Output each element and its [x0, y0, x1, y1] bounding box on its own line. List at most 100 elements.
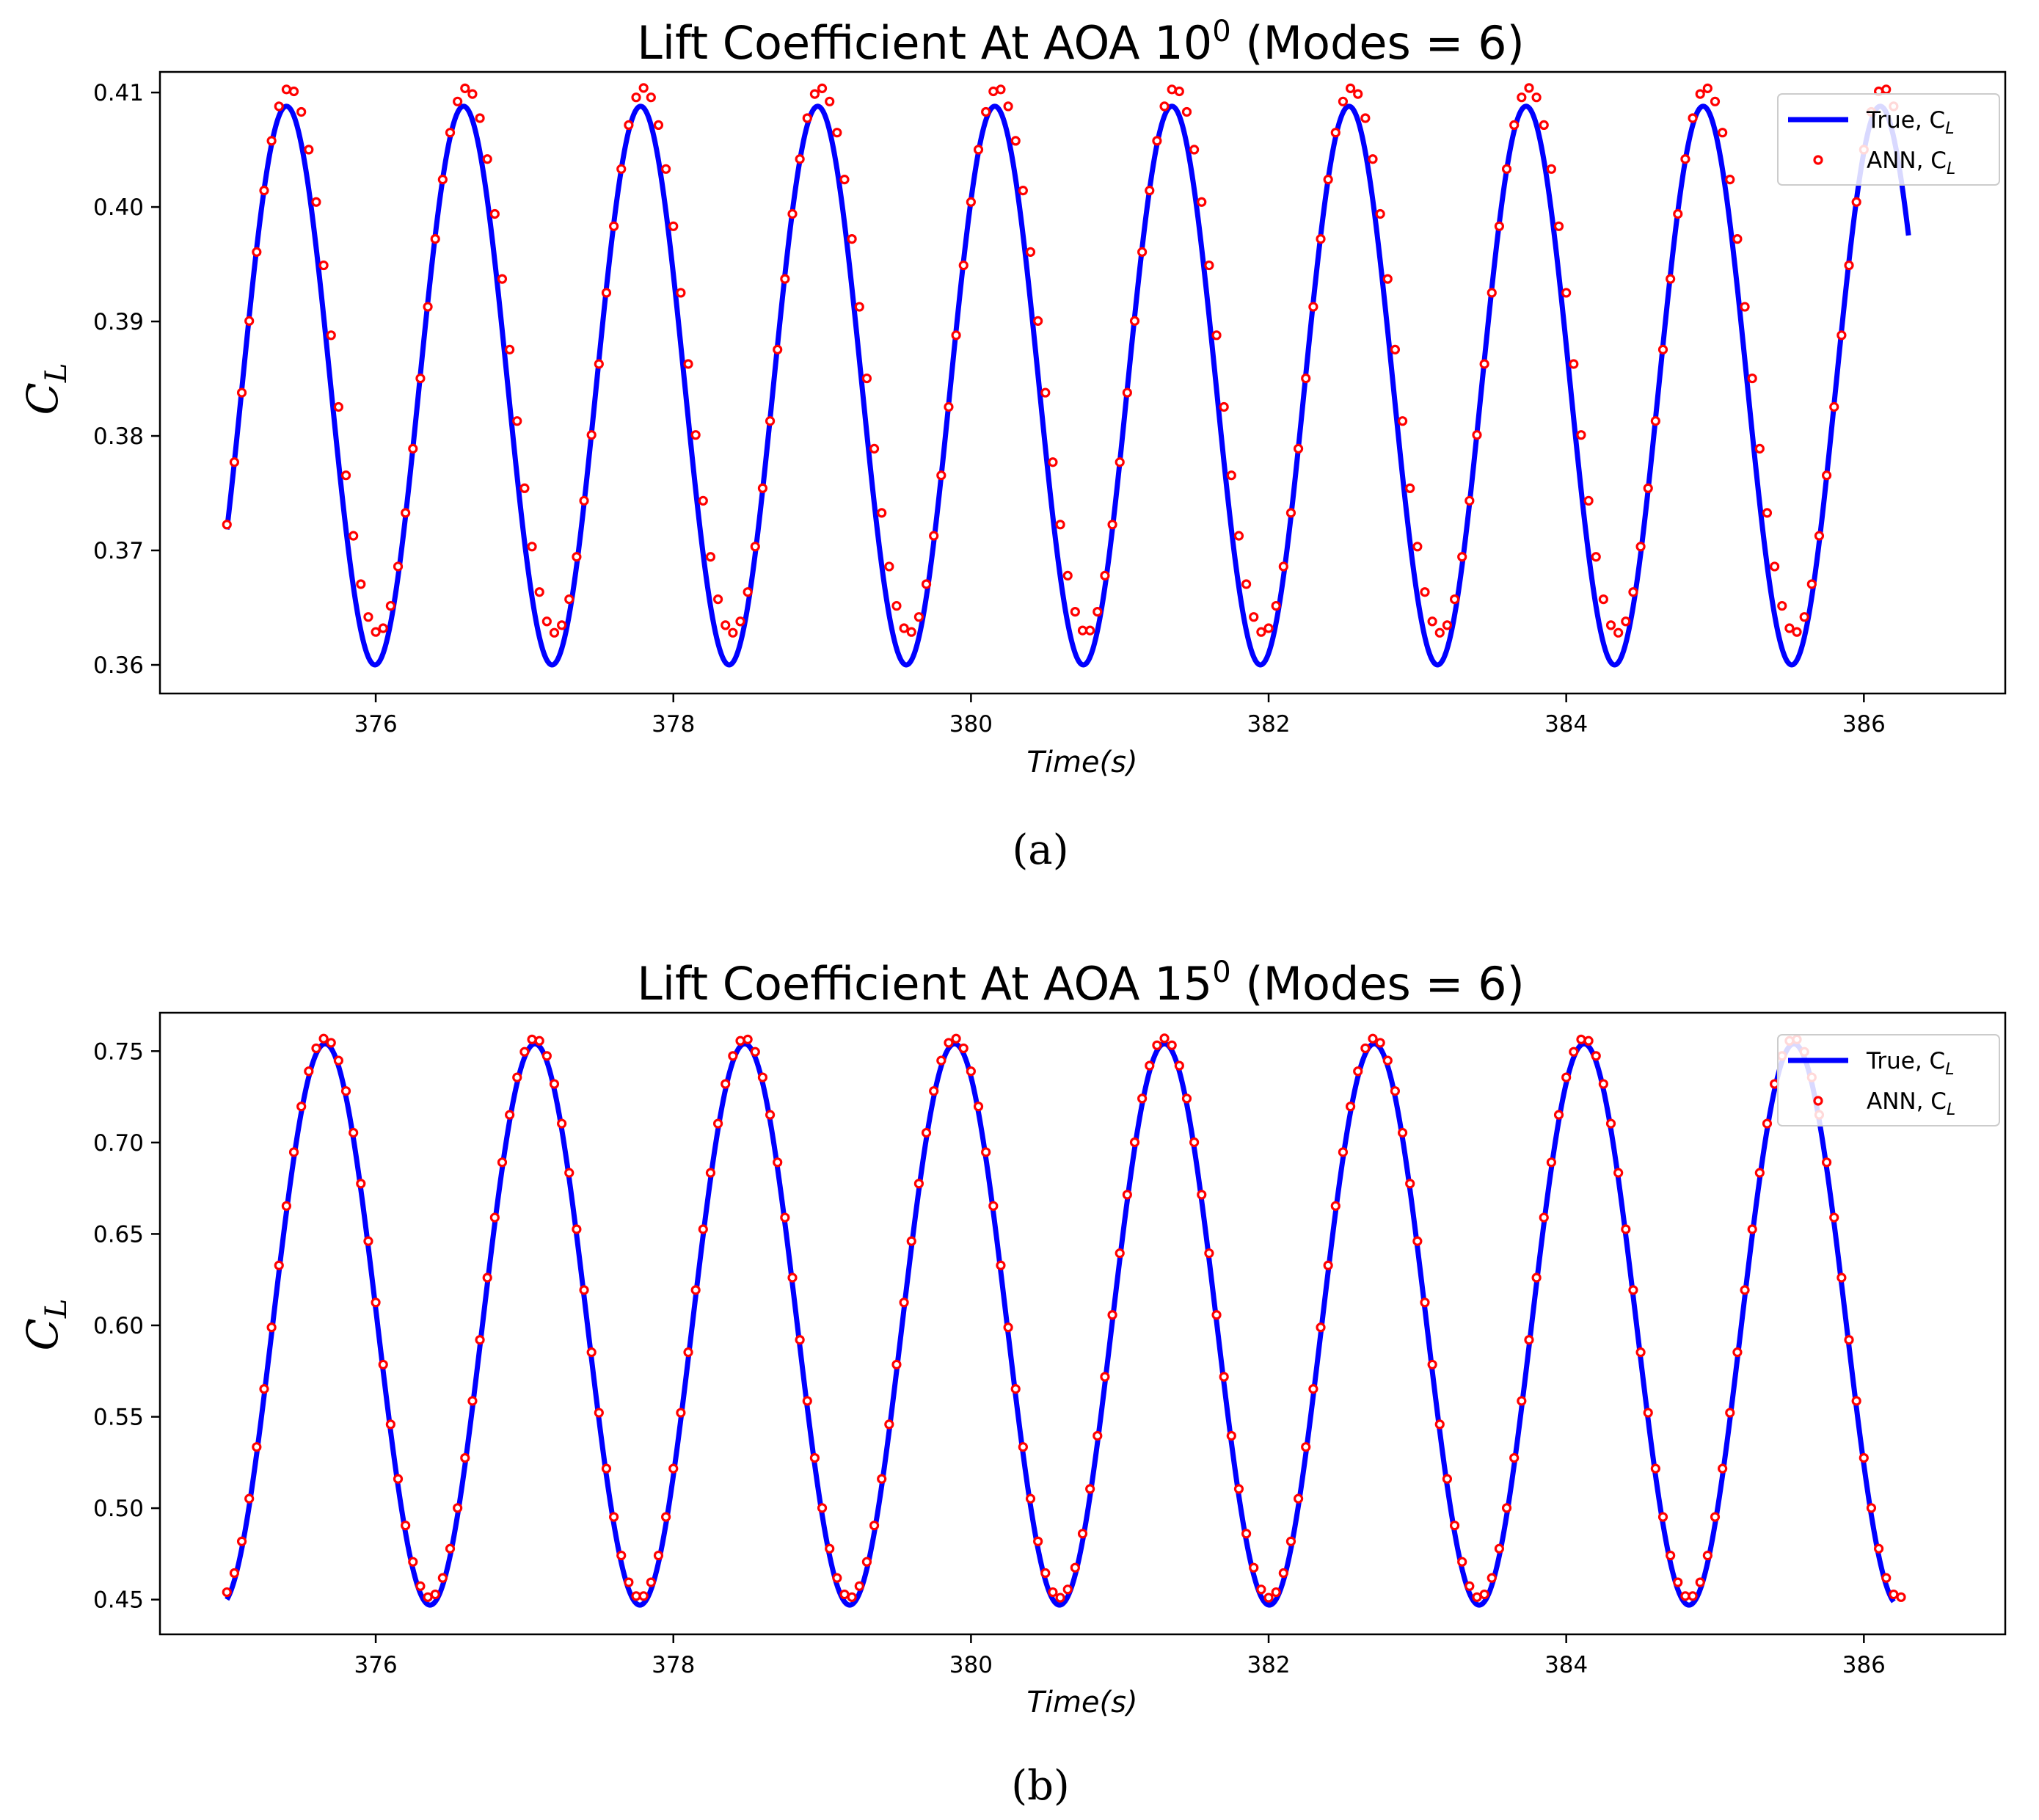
ann-data-point — [572, 1224, 582, 1234]
ann-data-point — [996, 84, 1006, 95]
ann-data-point — [1531, 92, 1542, 103]
x-tick-label: 378 — [652, 1652, 695, 1678]
ann-data-point — [1569, 359, 1579, 369]
ann-data-point — [1702, 83, 1712, 93]
ann-data-point — [564, 1168, 575, 1178]
ann-data-point — [304, 1066, 314, 1077]
ann-data-point — [1308, 302, 1318, 312]
ann-data-point — [1553, 221, 1564, 231]
ann-data-point — [1278, 561, 1288, 572]
ann-data-point — [638, 1591, 649, 1601]
ann-data-point — [1048, 1587, 1058, 1598]
ann-data-point — [467, 89, 478, 99]
ann-data-point — [1285, 508, 1296, 518]
ann-data-point — [839, 1589, 850, 1600]
ann-data-point — [988, 1201, 999, 1211]
ann-data-point — [1316, 1322, 1326, 1333]
ann-data-point — [735, 1035, 745, 1046]
ann-data-point — [1822, 470, 1832, 481]
ann-data-point — [861, 1557, 872, 1567]
ann-data-point — [266, 1322, 277, 1333]
ann-data-point — [1219, 401, 1229, 412]
ann-data-point — [944, 1038, 954, 1048]
ann-data-point — [1598, 594, 1608, 605]
ann-data-point — [936, 470, 946, 481]
ann-data-point — [1747, 373, 1757, 384]
ann-data-point — [363, 612, 373, 622]
ann-data-point — [1204, 260, 1214, 271]
ann-data-point — [1278, 1568, 1288, 1579]
ann-data-point — [1048, 457, 1058, 467]
chart-title: Lift Coefficient At AOA 100 (Modes = 6) — [637, 15, 1525, 70]
ann-data-point — [1464, 495, 1475, 506]
ann-data-point — [1241, 579, 1252, 589]
ann-data-point — [1889, 1589, 1899, 1600]
ann-data-point — [817, 83, 828, 93]
ann-data-point — [1829, 1212, 1839, 1223]
ann-data-point — [1427, 616, 1437, 627]
axes-frame — [158, 1011, 2007, 1636]
ann-data-point — [1740, 302, 1750, 312]
ann-data-point — [497, 274, 508, 284]
ann-data-point — [1382, 1055, 1393, 1066]
ann-data-point — [1836, 1273, 1847, 1283]
ann-data-point — [847, 234, 857, 244]
ann-data-point — [1501, 164, 1512, 174]
ann-data-point — [1233, 1484, 1244, 1494]
ann-data-point — [1792, 627, 1802, 637]
title-superscript: 0 — [1212, 956, 1230, 989]
ann-data-point — [1241, 1529, 1252, 1539]
ann-data-point — [1093, 606, 1103, 617]
x-tick-label: 386 — [1842, 711, 1886, 738]
ann-data-point — [1479, 359, 1489, 369]
ann-data-point — [430, 1589, 440, 1600]
ann-data-point — [1725, 175, 1735, 185]
ann-data-point — [944, 401, 954, 412]
ann-data-point — [1062, 570, 1073, 580]
title-tail: (Modes = 6) — [1231, 957, 1525, 1011]
ann-data-point — [795, 1335, 805, 1345]
ann-data-point — [1457, 1557, 1467, 1567]
ann-data-point — [482, 1273, 492, 1283]
ann-data-point — [1628, 1285, 1638, 1295]
ann-data-point — [1025, 1493, 1036, 1504]
ann-data-point — [340, 470, 351, 481]
ann-data-point — [1621, 1224, 1631, 1234]
ann-data-point — [259, 186, 269, 196]
legend: True, CL ANN, CL — [1777, 1034, 2000, 1126]
ann-data-point — [1829, 401, 1839, 412]
ann-data-point — [1226, 470, 1236, 481]
ann-data-point — [393, 1474, 404, 1484]
ann-data-point — [884, 561, 894, 572]
x-ticks: 376 378 380 382 384 386 — [354, 694, 1886, 738]
ann-data-point — [1256, 1584, 1266, 1595]
y-tick-label: 0.36 — [93, 652, 144, 679]
ann-data-point — [854, 302, 864, 312]
y-tick-label: 0.41 — [93, 80, 144, 106]
ann-data-point — [311, 197, 321, 207]
ann-data-point — [1010, 136, 1021, 146]
ann-data-point — [1145, 186, 1155, 196]
ann-data-point — [1003, 101, 1013, 112]
ann-data-point — [1137, 247, 1148, 257]
ann-data-point — [869, 443, 880, 454]
ann-data-point — [401, 1521, 411, 1531]
ann-data-point — [1472, 1592, 1482, 1602]
ann-data-point — [1263, 1592, 1274, 1603]
ann-data-point — [1613, 627, 1624, 638]
ann-data-point — [1517, 1396, 1527, 1406]
ann-data-point — [1285, 1536, 1296, 1546]
ann-data-point — [1167, 84, 1177, 95]
ann-data-point — [1777, 600, 1787, 611]
ann-data-point — [1085, 625, 1095, 636]
ann-data-point — [564, 594, 575, 605]
ann-data-point — [705, 552, 716, 562]
ann-data-point — [958, 1043, 969, 1054]
ann-data-point — [430, 234, 440, 244]
ann-data-point — [505, 1110, 515, 1120]
ann-data-point — [252, 247, 262, 257]
ann-data-point — [1851, 1396, 1861, 1406]
ann-data-point — [304, 145, 314, 155]
ann-data-point — [572, 552, 582, 562]
ann-data-point — [1100, 1372, 1110, 1382]
